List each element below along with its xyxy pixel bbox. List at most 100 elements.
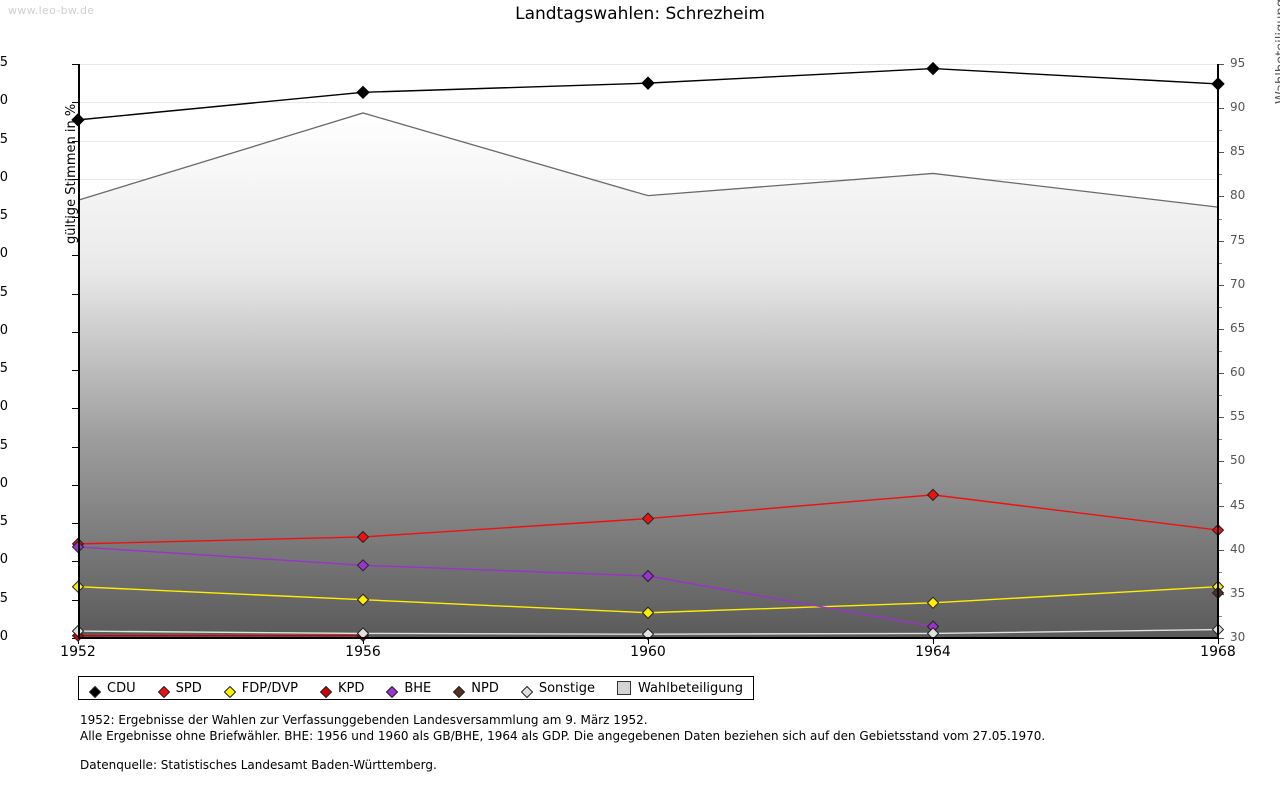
y2-axis-tick-label: 80 bbox=[1230, 188, 1246, 203]
y-axis-tick-label: 25 bbox=[0, 437, 8, 453]
legend-item-spd[interactable]: SPD bbox=[157, 680, 202, 698]
plot-area: 0 5 10 15 20 25 30 35 40 45 50 55 60 65 70 75 30 35 40 45 5… bbox=[0, 0, 1280, 660]
y2-axis-tick-minor bbox=[1218, 395, 1222, 397]
data-point-cdu bbox=[356, 85, 370, 100]
y2-axis-tick-minor bbox=[1218, 571, 1222, 573]
data-point-fdp-dvp bbox=[641, 606, 655, 619]
square-icon bbox=[617, 681, 632, 695]
y-axis-line bbox=[78, 64, 80, 638]
y2-axis-tick-label: 90 bbox=[1230, 100, 1246, 115]
y-axis-tick-label: 30 bbox=[0, 399, 8, 415]
series-line-cdu bbox=[77, 67, 1219, 121]
y2-axis-tick bbox=[1218, 108, 1224, 110]
x-axis-line bbox=[78, 637, 1218, 639]
x-axis-tick-label: 1956 bbox=[345, 644, 381, 660]
y-axis-tick bbox=[72, 64, 78, 65]
legend-item-wahlbeteiligung[interactable]: Wahlbeteiligung bbox=[617, 681, 743, 696]
y-axis-tick-label: 75 bbox=[0, 55, 8, 70]
gridline bbox=[78, 64, 1218, 65]
y-axis-tick-label: 65 bbox=[0, 131, 8, 147]
note-line-1: 1952: Ergebnisse der Wahlen zur Verfassu… bbox=[80, 713, 648, 727]
y2-axis-tick-label: 65 bbox=[1230, 320, 1246, 335]
y2-axis-tick bbox=[1218, 461, 1224, 463]
y-axis-tick-label: 5 bbox=[0, 590, 8, 606]
y-axis-tick-label: 0 bbox=[0, 629, 8, 644]
y2-axis-tick-label: 75 bbox=[1230, 232, 1246, 247]
legend-item-npd[interactable]: NPD bbox=[453, 680, 499, 698]
data-point-fdp-dvp bbox=[926, 596, 940, 610]
data-point-spd bbox=[356, 530, 370, 544]
x-axis-tick-label: 1964 bbox=[915, 644, 951, 660]
y2-axis-tick-label: 85 bbox=[1230, 144, 1246, 159]
y2-axis-tick-label: 35 bbox=[1230, 585, 1246, 600]
y-axis-tick-label: 50 bbox=[0, 246, 8, 262]
y-axis-tick bbox=[72, 484, 78, 486]
legend-item-kpd[interactable]: KPD bbox=[319, 680, 365, 698]
y-axis-tick bbox=[72, 102, 78, 104]
diamond-icon bbox=[223, 683, 236, 698]
y-axis-tick-label: 40 bbox=[0, 322, 8, 338]
legend-item-sonstige[interactable]: Sonstige bbox=[520, 680, 596, 698]
y2-axis-tick bbox=[1218, 64, 1224, 65]
y2-axis-tick-label: 50 bbox=[1230, 453, 1246, 468]
y-axis-tick bbox=[72, 561, 78, 563]
y2-axis-tick-label: 30 bbox=[1230, 630, 1246, 644]
footnotes: 1952: Ergebnisse der Wahlen zur Verfassu… bbox=[80, 712, 1180, 772]
data-point-sonstige bbox=[356, 627, 370, 640]
y-axis-tick bbox=[72, 331, 78, 333]
y2-axis-tick bbox=[1218, 638, 1224, 639]
y2-axis-tick bbox=[1218, 240, 1224, 242]
diamond-icon bbox=[88, 683, 102, 698]
legend-item-fdp-dvp[interactable]: FDP/DVP bbox=[223, 681, 298, 698]
legend-label: NPD bbox=[471, 680, 499, 696]
legend-label: Sonstige bbox=[538, 680, 596, 696]
y2-axis-tick bbox=[1218, 549, 1224, 551]
data-point-cdu bbox=[641, 76, 655, 90]
diamond-icon bbox=[319, 683, 333, 698]
legend-label: CDU bbox=[107, 680, 136, 696]
y-axis-tick bbox=[72, 370, 78, 372]
note-line-2: Alle Ergebnisse ohne Briefwähler. BHE: 1… bbox=[80, 729, 1046, 743]
legend-label: Wahlbeteiligung bbox=[638, 680, 744, 696]
series-line-bhe bbox=[77, 546, 934, 628]
y-axis-title: gültige Stimmen in % bbox=[64, 103, 79, 244]
x-axis-tick-label: 1960 bbox=[630, 644, 666, 660]
legend-item-cdu[interactable]: CDU bbox=[88, 680, 136, 698]
y-axis-tick bbox=[72, 293, 78, 295]
y2-axis-tick bbox=[1218, 152, 1224, 154]
y2-axis-tick bbox=[1218, 417, 1224, 419]
y2-axis-tick-minor bbox=[1218, 130, 1222, 132]
x-axis-tick bbox=[933, 638, 934, 644]
y2-axis-tick-minor bbox=[1218, 439, 1222, 441]
y-axis-tick-label: 15 bbox=[0, 514, 8, 530]
legend-label: SPD bbox=[175, 680, 202, 696]
y2-axis-tick-label: 55 bbox=[1230, 409, 1246, 424]
data-point-spd bbox=[641, 512, 655, 525]
legend-item-bhe[interactable]: BHE bbox=[386, 680, 432, 698]
data-point-bhe bbox=[641, 569, 655, 583]
diamond-icon bbox=[157, 683, 170, 698]
y2-axis-tick-label: 45 bbox=[1230, 497, 1246, 512]
legend-label: KPD bbox=[337, 680, 365, 696]
y-axis-tick bbox=[72, 408, 78, 410]
y-axis-tick bbox=[72, 523, 78, 525]
watermark: www.leo-bw.de bbox=[8, 4, 95, 17]
y2-axis-tick-minor bbox=[1218, 174, 1222, 176]
data-point-sonstige bbox=[926, 627, 940, 640]
diamond-icon bbox=[453, 683, 466, 698]
y-axis-tick bbox=[72, 446, 78, 448]
data-point-bhe bbox=[356, 559, 370, 572]
turnout-area bbox=[78, 112, 1218, 639]
y2-axis-line bbox=[1217, 64, 1219, 638]
legend-label: BHE bbox=[404, 680, 432, 696]
y2-axis-tick-label: 95 bbox=[1230, 56, 1246, 70]
y2-axis-tick bbox=[1218, 284, 1224, 286]
y-axis-tick bbox=[72, 217, 78, 219]
legend: CDU SPD FDP/DVP KPD BHE NPD Sonstige Wahlbeteil… bbox=[78, 676, 755, 700]
y2-axis-tick-minor bbox=[1218, 262, 1222, 264]
y2-axis-tick bbox=[1218, 196, 1224, 198]
y2-axis-title: Wahlbeteiligung in % bbox=[1274, 0, 1280, 104]
y2-axis-tick bbox=[1218, 373, 1224, 375]
x-axis-tick-label: 1968 bbox=[1200, 644, 1236, 660]
